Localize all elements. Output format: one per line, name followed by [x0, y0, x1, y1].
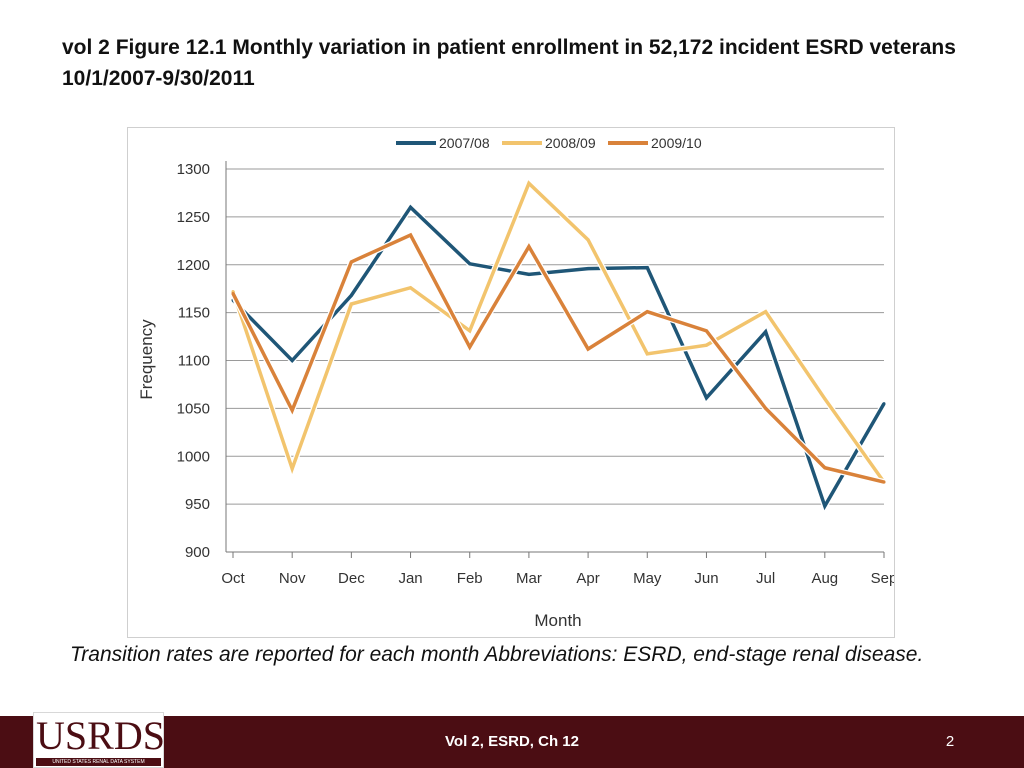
data-point: [882, 402, 886, 406]
figure-caption: Transition rates are reported for each m…: [70, 643, 924, 666]
series-line-2009-10: [231, 232, 885, 484]
data-point: [704, 343, 708, 347]
data-point: [468, 345, 472, 349]
data-point: [527, 181, 531, 185]
data-point: [645, 266, 649, 270]
series-halo: [230, 178, 887, 484]
data-point: [823, 504, 827, 508]
footer-label: Vol 2, ESRD, Ch 12: [445, 733, 579, 750]
series-lines: [230, 178, 887, 514]
data-point: [764, 330, 768, 334]
x-tick-label: Aug: [811, 570, 838, 587]
y-axis-title: Frequency: [137, 319, 156, 400]
x-tick-label: Oct: [221, 570, 245, 587]
x-tick-label: Jul: [756, 570, 775, 587]
x-axis-title: Month: [534, 611, 581, 630]
x-tick-label: Dec: [338, 570, 365, 587]
usrds-logo: USRDS UNITED STATES RENAL DATA SYSTEM: [33, 712, 165, 768]
data-point: [290, 408, 294, 412]
legend-label: 2009/10: [651, 135, 702, 151]
slide-title: vol 2 Figure 12.1 Monthly variation in p…: [62, 36, 956, 90]
x-tick-label: Jan: [398, 570, 422, 587]
data-point: [764, 406, 768, 410]
footer-bar: [0, 716, 1024, 768]
x-tick-label: Feb: [457, 570, 483, 587]
x-tick-label: May: [633, 570, 662, 587]
axes: 900 950 1000 1050 1100 1150 1200 1250 1300 Oct Nov…: [177, 161, 894, 587]
x-tick-label: Apr: [576, 570, 599, 587]
y-tick-label: 1300: [177, 161, 210, 178]
data-point: [468, 262, 472, 266]
data-point: [409, 233, 413, 237]
y-tick-label: 1200: [177, 257, 210, 274]
line-chart: 900 950 1000 1050 1100 1150 1200 1250 1300 Oct Nov…: [137, 135, 894, 630]
x-tick-label: Nov: [279, 570, 306, 587]
data-point: [586, 347, 590, 351]
data-point: [704, 396, 708, 400]
data-point: [409, 286, 413, 290]
page-number: 2: [945, 733, 955, 750]
data-point: [586, 238, 590, 242]
data-point: [704, 329, 708, 333]
y-tick-label: 1150: [178, 305, 210, 322]
gridlines: [226, 168, 884, 553]
data-point: [645, 310, 649, 314]
x-tick-label: Sep: [871, 570, 894, 587]
data-point: [290, 467, 294, 471]
y-tick-label: 1000: [177, 448, 210, 465]
logo-subtitle: UNITED STATES RENAL DATA SYSTEM: [36, 758, 161, 766]
data-point: [645, 352, 649, 356]
y-tick-label: 950: [185, 496, 210, 513]
data-point: [527, 245, 531, 249]
y-tick-label: 1100: [178, 353, 210, 370]
data-point: [349, 293, 353, 297]
data-point: [468, 329, 472, 333]
data-point: [823, 397, 827, 401]
legend-label: 2008/09: [545, 135, 596, 151]
legend: 2007/08 2008/09 2009/10: [396, 135, 702, 151]
data-point: [527, 272, 531, 276]
y-tick-label: 1250: [177, 209, 210, 226]
y-tick-label: 900: [185, 544, 210, 561]
data-point: [290, 359, 294, 362]
x-tick-label: Mar: [516, 570, 542, 587]
data-point: [409, 205, 413, 209]
legend-label: 2007/08: [439, 135, 490, 151]
y-tick-label: 1050: [177, 400, 210, 417]
data-point: [882, 480, 886, 484]
data-point: [349, 260, 353, 264]
data-point: [349, 302, 353, 306]
x-tick-label: Jun: [694, 570, 718, 587]
data-point: [764, 310, 768, 314]
data-point: [823, 466, 827, 470]
chart-frame: 900 950 1000 1050 1100 1150 1200 1250 1300 Oct Nov…: [127, 127, 895, 638]
data-point: [586, 267, 590, 271]
series-line-2007-08: [231, 204, 886, 511]
series-line-2008-09: [231, 180, 886, 484]
logo-wordmark: USRDS: [36, 713, 165, 758]
data-point: [231, 291, 235, 295]
